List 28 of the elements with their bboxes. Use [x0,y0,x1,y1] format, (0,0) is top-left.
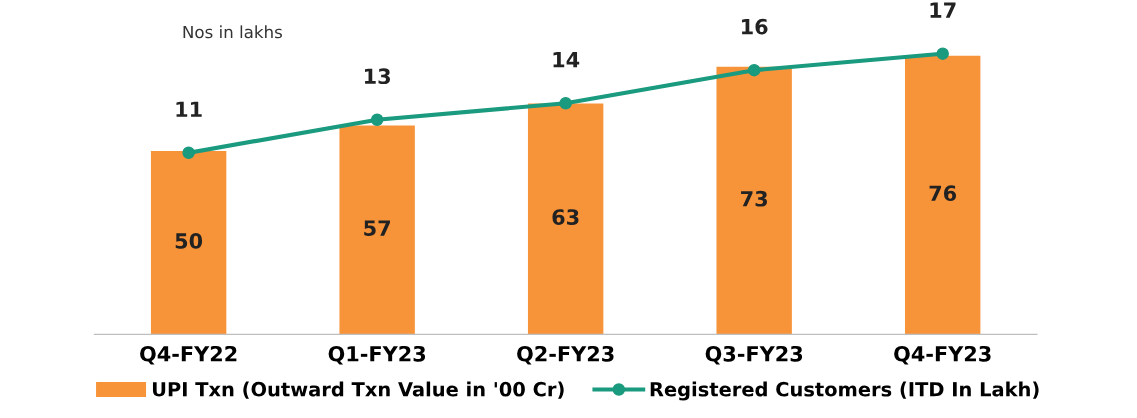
bar [716,66,792,335]
x-tick-label: Q4-FY23 [894,345,991,365]
data-label: 17 [930,2,956,18]
data-label: 73 [741,190,768,207]
data-label: 57 [364,220,390,236]
data-label: 13 [365,68,390,85]
bar [527,103,604,335]
data-label: 50 [175,233,203,249]
point [936,47,949,60]
point [559,96,572,110]
x-tick-label: Q2-FY23 [517,345,614,365]
point [182,146,195,160]
text: Nos in lakhs [183,25,282,39]
x-tick-label: Q4-FY22 [140,345,237,365]
point [747,63,761,77]
data-label: 63 [552,209,579,225]
bar [904,55,981,335]
x-tick-label: Q3-FY23 [705,345,803,365]
x-tick-label: Q1-FY23 [328,345,426,365]
data-label: 76 [929,185,957,202]
data-label: 11 [176,101,202,117]
data-label: 16 [742,18,768,35]
data-label: 14 [553,52,580,68]
bar [150,151,227,335]
point [370,113,384,126]
legend-label: UPI Txn (Outward Txn Value in '00 Cr) [152,381,564,399]
bar [339,125,415,335]
legend-label: Registered Customers (ITD In Lakh) [650,381,1039,401]
